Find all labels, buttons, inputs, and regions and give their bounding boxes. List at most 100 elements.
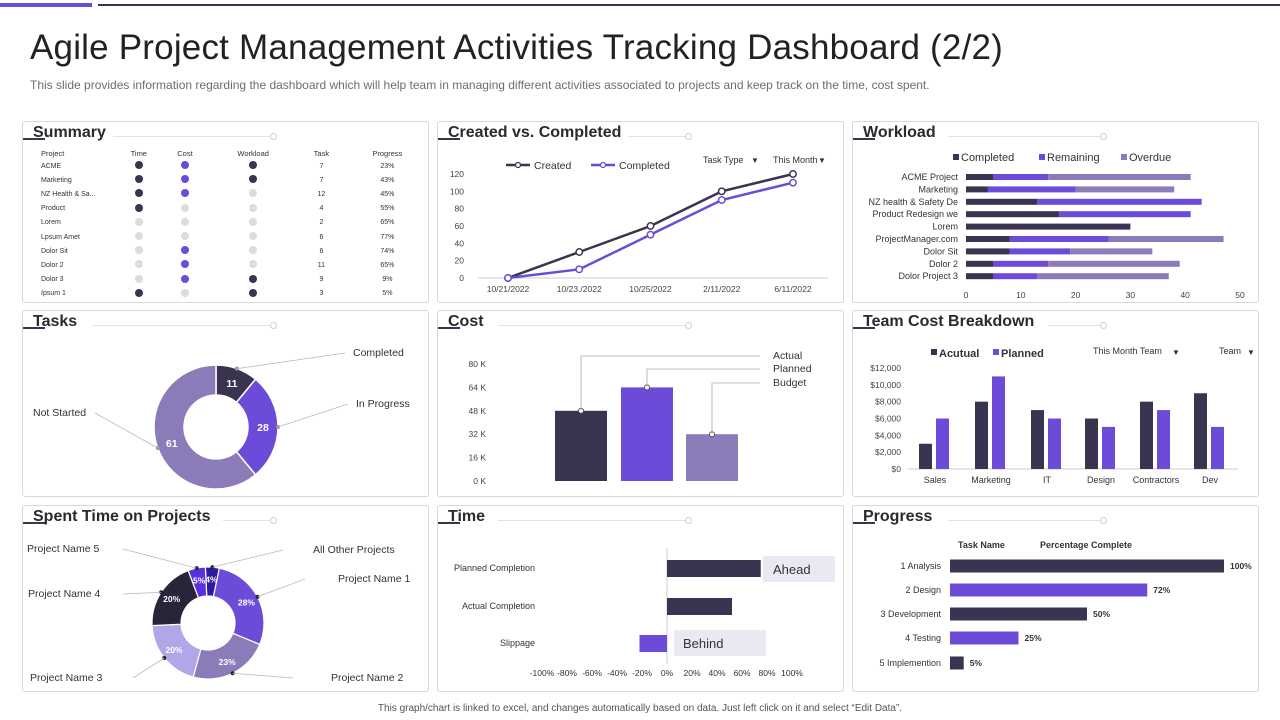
y-tick-label: $10,000 bbox=[870, 380, 901, 390]
task-name-label: 4 Testing bbox=[905, 633, 941, 643]
y-tick-label: $2,000 bbox=[875, 447, 901, 457]
bar-planned-completion bbox=[667, 560, 761, 577]
table-row: NZ Health & Sa... 12 45% bbox=[41, 187, 431, 201]
bar-segment-remaining bbox=[1059, 211, 1191, 218]
task-name-label: 5 Implemention bbox=[879, 658, 941, 668]
leader-line bbox=[236, 352, 346, 370]
progress-bar bbox=[950, 631, 1019, 645]
y-tick-label: 64 K bbox=[469, 382, 487, 392]
donut-slice bbox=[187, 566, 208, 599]
behind-box bbox=[674, 630, 766, 656]
status-dot bbox=[180, 175, 189, 184]
tasks-title: Tasks bbox=[33, 313, 78, 330]
data-point bbox=[717, 196, 726, 204]
bar-segment-completed bbox=[966, 260, 994, 267]
task-name-label: 2 Design bbox=[905, 585, 941, 595]
x-tick-label: 80% bbox=[758, 668, 775, 678]
status-cell bbox=[207, 258, 299, 272]
bar-segment-overdue bbox=[1075, 186, 1175, 193]
legend-label: Acutual bbox=[939, 348, 979, 360]
workload-panel: Workload ACME Project Marketing NZ health … bbox=[852, 121, 1259, 303]
status-dot bbox=[134, 161, 143, 170]
summary-title: Summary bbox=[33, 124, 106, 141]
legend-marker bbox=[599, 161, 607, 169]
status-dot bbox=[249, 246, 258, 255]
created-completed-title: Created vs. Completed bbox=[448, 124, 622, 141]
leader-dot bbox=[155, 446, 160, 451]
data-point bbox=[646, 230, 655, 239]
status-dot bbox=[180, 217, 189, 226]
status-cell bbox=[163, 273, 208, 287]
bar-planned bbox=[1048, 418, 1061, 469]
bar-label: Actual bbox=[773, 350, 802, 362]
category-label: Actual Completion bbox=[462, 601, 535, 611]
status-dot bbox=[249, 232, 258, 241]
data-label: 20% bbox=[166, 645, 183, 655]
status-cell bbox=[163, 159, 208, 173]
bar-segment-completed bbox=[966, 223, 1131, 230]
table-cell: 12 bbox=[317, 190, 326, 198]
legend-label: Created bbox=[534, 160, 572, 172]
legend-swatch bbox=[993, 349, 999, 355]
y-tick-label: $8,000 bbox=[875, 397, 901, 407]
this-month-filter: This Month bbox=[773, 155, 818, 165]
x-tick-label: -80% bbox=[557, 668, 577, 678]
x-tick-label: -100% bbox=[530, 668, 555, 678]
bar-planned bbox=[1102, 426, 1115, 469]
status-cell bbox=[163, 244, 208, 258]
legend-swatch bbox=[1039, 154, 1045, 160]
x-tick-label: 10/25/2022 bbox=[629, 284, 672, 294]
status-dot bbox=[180, 232, 189, 241]
status-cell bbox=[207, 244, 299, 258]
slice-label: In Progress bbox=[356, 398, 410, 410]
x-tick-label: 40 bbox=[1180, 290, 1190, 300]
donut-slice bbox=[235, 378, 279, 476]
status-dot bbox=[134, 260, 143, 269]
table-cell: NZ Health & Sa... bbox=[41, 190, 96, 198]
data-label: 50% bbox=[1093, 609, 1110, 619]
category-label: ACME Project bbox=[901, 172, 958, 182]
y-tick-label: 40 bbox=[455, 238, 465, 248]
table-cell: Product bbox=[41, 205, 66, 213]
team-cost-chart: $0 $2,000 $4,000 $6,000 $8,000 $10,000 $12,000… bbox=[870, 346, 1255, 485]
summary-col-header: Progress bbox=[372, 149, 403, 158]
data-label: 28 bbox=[257, 422, 269, 434]
table-cell: Lpsum Amet bbox=[41, 233, 80, 241]
bar-planned bbox=[992, 376, 1005, 469]
status-dot bbox=[180, 161, 189, 170]
data-point bbox=[717, 187, 726, 196]
workload-title: Workload bbox=[863, 124, 936, 141]
status-cell bbox=[115, 273, 163, 287]
slice-label: All Other Projects bbox=[313, 544, 395, 556]
category-label: Dolor 2 bbox=[929, 259, 958, 269]
status-dot bbox=[249, 288, 258, 297]
status-cell bbox=[115, 258, 163, 272]
status-cell bbox=[163, 202, 208, 216]
x-tick-label: 2/11/2022 bbox=[703, 284, 740, 294]
table-cell: 45% bbox=[380, 190, 395, 198]
table-cell: Dolor 3 bbox=[41, 276, 64, 284]
status-cell bbox=[207, 187, 299, 201]
bar-planned bbox=[936, 418, 949, 469]
y-tick-label: 80 K bbox=[469, 359, 487, 369]
bar-segment-remaining bbox=[1037, 198, 1202, 205]
donut-slice bbox=[153, 364, 257, 490]
summary-col-header: Time bbox=[130, 149, 147, 158]
progress-bar bbox=[950, 607, 1087, 621]
leader-line bbox=[122, 548, 197, 569]
data-point bbox=[504, 274, 512, 282]
y-tick-label: 100 bbox=[450, 186, 464, 196]
donut-slice bbox=[212, 567, 265, 646]
leader-line bbox=[212, 549, 284, 568]
leader-line bbox=[711, 382, 760, 435]
status-cell bbox=[207, 273, 299, 287]
progress-bar bbox=[950, 656, 964, 670]
workload-chart: ACME Project Marketing NZ health & Safety … bbox=[868, 152, 1245, 300]
legend-marker bbox=[514, 161, 522, 169]
status-dot bbox=[180, 274, 189, 283]
table-cell: 7 bbox=[319, 162, 324, 170]
bar-segment-remaining bbox=[1009, 248, 1071, 255]
table-row: Ipsum 1 3 5% bbox=[41, 287, 431, 301]
column-header: Task Name bbox=[958, 540, 1005, 550]
task-name-label: 1 Analysis bbox=[900, 561, 941, 571]
